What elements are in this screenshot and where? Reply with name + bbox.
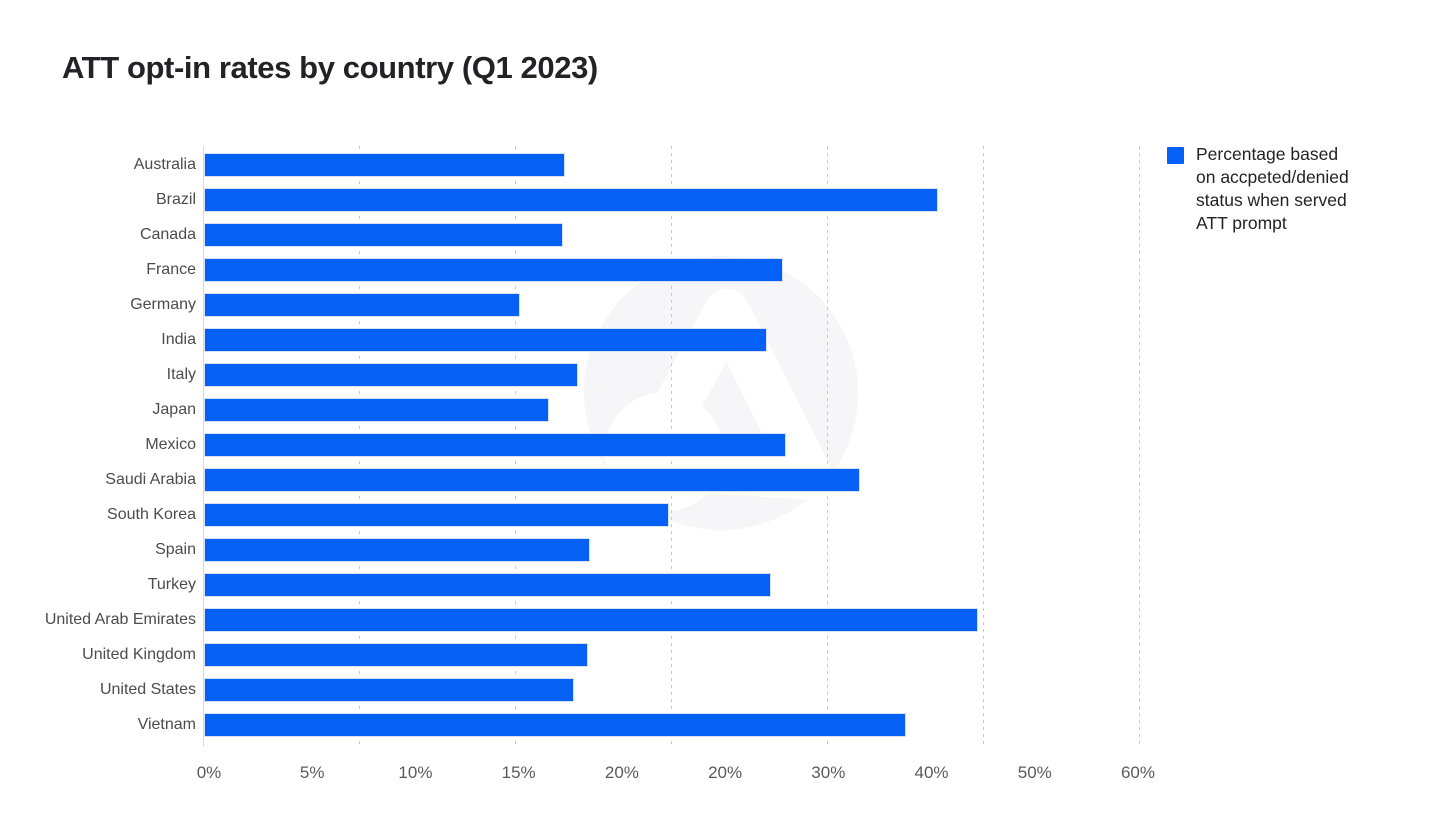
- bar-vietnam: [204, 713, 906, 737]
- x-tick-label: 5%: [299, 763, 325, 782]
- bar-united-states: [204, 678, 574, 702]
- row-label-turkey: Turkey: [147, 576, 196, 593]
- row-label-united-states: United States: [99, 681, 196, 698]
- row-label-mexico: Mexico: [145, 436, 196, 453]
- row-label-saudi-arabia: Saudi Arabia: [105, 471, 196, 488]
- row-label-united-kingdom: United Kingdom: [82, 646, 196, 663]
- bar-italy: [204, 363, 578, 387]
- x-tick-label: 20%: [708, 763, 743, 782]
- bar-germany: [204, 293, 520, 317]
- bar-canada: [204, 223, 564, 247]
- legend-swatch-icon: [1167, 147, 1184, 164]
- x-tick-label: 50%: [1017, 763, 1052, 782]
- row-label-united-arab-emirates: United Arab Emirates: [44, 611, 196, 628]
- x-tick-label: 15%: [501, 763, 536, 782]
- row-label-india: India: [161, 331, 196, 348]
- gridline: [827, 146, 828, 747]
- legend-line: on accpeted/denied: [1196, 167, 1349, 187]
- bar-spain: [204, 538, 591, 562]
- bar-france: [204, 258, 784, 282]
- row-label-italy: Italy: [166, 366, 196, 383]
- bar-south-korea: [204, 503, 670, 527]
- row-label-australia: Australia: [133, 156, 196, 173]
- x-tick-label: 0%: [196, 763, 222, 782]
- bar-turkey: [204, 573, 771, 597]
- gridline: [1139, 146, 1140, 747]
- row-label-south-korea: South Korea: [107, 506, 196, 523]
- chart-title: ATT opt-in rates by country (Q1 2023): [62, 50, 598, 85]
- bar-mexico: [204, 433, 786, 457]
- bar-brazil: [204, 188, 938, 212]
- bar-australia: [204, 153, 566, 177]
- legend-label: Percentage based on accpeted/denied stat…: [1196, 143, 1406, 235]
- legend-line: ATT prompt: [1196, 213, 1287, 233]
- bar-saudi-arabia: [204, 468, 861, 492]
- bar-united-arab-emirates: [204, 608, 979, 632]
- row-label-germany: Germany: [130, 296, 196, 313]
- gridline: [983, 146, 984, 747]
- y-axis-line: [203, 146, 204, 747]
- bar-japan: [204, 398, 549, 422]
- row-label-japan: Japan: [152, 401, 196, 418]
- row-label-france: France: [146, 261, 196, 278]
- x-tick-label: 30%: [811, 763, 846, 782]
- x-tick-label: 40%: [914, 763, 949, 782]
- bar-united-kingdom: [204, 643, 589, 667]
- row-label-spain: Spain: [155, 541, 196, 558]
- x-tick-label: 60%: [1120, 763, 1155, 782]
- legend-line: Percentage based: [1196, 144, 1339, 164]
- row-label-canada: Canada: [139, 226, 196, 243]
- bar-india: [204, 328, 767, 352]
- row-label-brazil: Brazil: [155, 191, 196, 208]
- row-label-vietnam: Vietnam: [137, 716, 196, 733]
- x-tick-label: 20%: [604, 763, 639, 782]
- x-tick-label: 10%: [398, 763, 433, 782]
- legend-line: status when served: [1196, 190, 1347, 210]
